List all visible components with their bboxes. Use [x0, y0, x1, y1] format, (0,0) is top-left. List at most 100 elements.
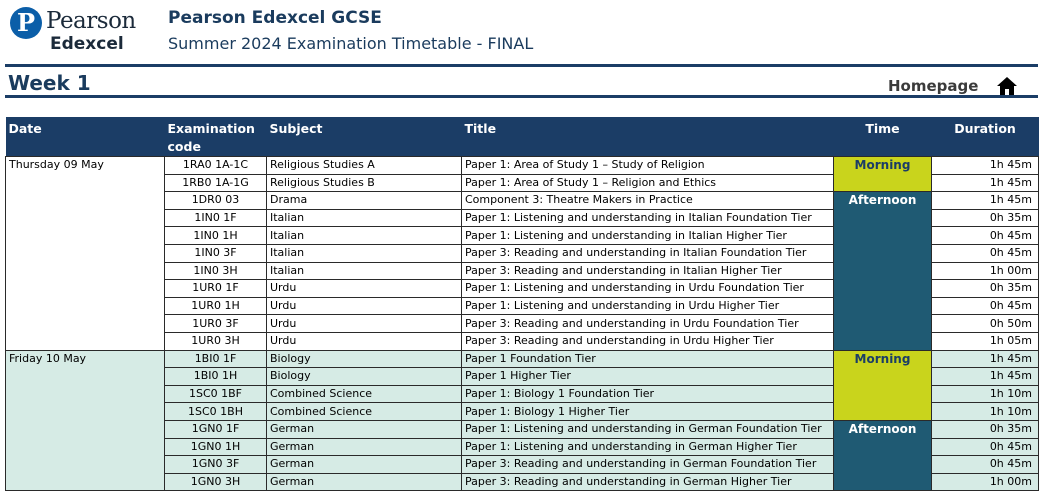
- title-cell: Paper 1: Listening and understanding in …: [461, 279, 834, 298]
- logo-text-edexcel: Edexcel: [50, 34, 124, 54]
- table-row: 1IN0 1F Italian Paper 1: Listening and und…: [6, 208, 1039, 228]
- exam-code-cell: 1GN0 1H: [164, 437, 267, 457]
- subject-cell: Religious Studies A: [266, 156, 462, 175]
- time-session-morning: Morning: [833, 155, 932, 193]
- pearson-logo: P Pearson Edexcel: [10, 5, 136, 54]
- exam-code-cell: 1IN0 3F: [164, 243, 267, 263]
- duration-cell: 0h 35m: [931, 419, 1039, 439]
- exam-code-cell: 1UR0 3F: [164, 314, 267, 333]
- title-cell: Paper 3: Reading and understanding in It…: [461, 243, 834, 263]
- timetable: Date Examination code Subject Title Time…: [5, 117, 1039, 492]
- exam-code-cell: 1GN0 3H: [164, 472, 267, 492]
- subject-cell: Urdu: [266, 314, 462, 333]
- exam-code-cell: 1IN0 3H: [164, 261, 267, 281]
- table-row: 1GN0 3H German Paper 3: Reading and unders…: [6, 472, 1039, 492]
- header-title: Title: [461, 117, 834, 157]
- subject-cell: German: [266, 437, 462, 457]
- duration-cell: 0h 45m: [931, 243, 1039, 263]
- exam-code-cell: 1GN0 1F: [164, 419, 267, 439]
- duration-cell: 1h 00m: [931, 261, 1039, 281]
- duration-cell: 0h 50m: [931, 314, 1039, 333]
- header-time: Time: [833, 117, 932, 157]
- exam-code-cell: 1DR0 03: [164, 191, 267, 210]
- logo-text-pearson: Pearson: [46, 8, 136, 34]
- duration-cell: 0h 45m: [931, 226, 1039, 245]
- table-row: 1RB0 1A-1G Religious Studies B Paper 1: Ar…: [6, 173, 1039, 193]
- title-cell: Paper 1: Area of Study 1 – Religion and …: [461, 173, 834, 193]
- subject-cell: German: [266, 455, 462, 474]
- duration-cell: 0h 45m: [931, 455, 1039, 474]
- subject-cell: Italian: [266, 208, 462, 228]
- subject-cell: German: [266, 472, 462, 492]
- exam-code-cell: 1GN0 3F: [164, 455, 267, 474]
- date-cell: Thursday 09 May: [5, 156, 165, 351]
- title-cell: Paper 1: Biology 1 Foundation Tier: [461, 384, 834, 404]
- table-row: 1IN0 3F Italian Paper 3: Reading and under…: [6, 243, 1039, 263]
- title-cell: Paper 1 Higher Tier: [461, 367, 834, 386]
- exam-code-cell: 1UR0 3H: [164, 331, 267, 351]
- title-cell: Paper 3: Reading and understanding in Ge…: [461, 472, 834, 492]
- subject-cell: Italian: [266, 243, 462, 263]
- title-cell: Paper 1: Area of Study 1 – Study of Reli…: [461, 156, 834, 175]
- exam-code-cell: 1IN0 1F: [164, 208, 267, 228]
- table-header-row: Date Examination code Subject Title Time…: [5, 117, 1039, 157]
- table-row: 1GN0 1H German Paper 1: Listening and unde…: [6, 437, 1039, 457]
- subject-cell: Drama: [266, 191, 462, 210]
- time-session-morning: Morning: [833, 349, 932, 421]
- duration-cell: 0h 45m: [931, 296, 1039, 316]
- time-session-afternoon: Afternoon: [833, 419, 932, 492]
- date-cell: Friday 10 May: [5, 349, 165, 492]
- homepage-link[interactable]: Homepage: [888, 77, 979, 95]
- header-subject: Subject: [266, 117, 462, 157]
- title-cell: Paper 3: Reading and understanding in Ur…: [461, 331, 834, 351]
- exam-code-cell: 1RA0 1A-1C: [164, 156, 267, 175]
- header-code-line2: code: [167, 139, 201, 154]
- title-cell: Paper 3: Reading and understanding in Ge…: [461, 455, 834, 474]
- title-cell: Paper 1 Foundation Tier: [461, 349, 834, 369]
- week-heading: Week 1: [8, 71, 91, 95]
- subject-cell: Urdu: [266, 331, 462, 351]
- subject-cell: Combined Science: [266, 384, 462, 404]
- timetable-body: Thursday 09 May 1RA0 1A-1C Religious Studi…: [5, 155, 1039, 492]
- subject-cell: Italian: [266, 226, 462, 245]
- subject-cell: Urdu: [266, 279, 462, 298]
- title-cell: Paper 1: Listening and understanding in …: [461, 437, 834, 457]
- section-rule: [5, 95, 1038, 98]
- table-row: 1GN0 3F German Paper 3: Reading and unders…: [6, 455, 1039, 474]
- title-cell: Paper 1: Listening and understanding in …: [461, 208, 834, 228]
- title-cell: Paper 1: Listening and understanding in …: [461, 226, 834, 245]
- duration-cell: 1h 45m: [931, 173, 1039, 193]
- exam-code-cell: 1BI0 1H: [164, 367, 267, 386]
- title-cell: Paper 1: Listening and understanding in …: [461, 419, 834, 439]
- duration-cell: 0h 35m: [931, 208, 1039, 228]
- exam-code-cell: 1IN0 1H: [164, 226, 267, 245]
- subject-cell: German: [266, 419, 462, 439]
- table-row: Friday 10 May 1BI0 1F Biology Paper 1 Found…: [5, 349, 1039, 492]
- subject-cell: Italian: [266, 261, 462, 281]
- subject-cell: Urdu: [266, 296, 462, 316]
- header-date: Date: [5, 117, 165, 157]
- duration-cell: 1h 10m: [931, 402, 1039, 421]
- table-row: 1UR0 3F Urdu Paper 3: Reading and understa…: [6, 314, 1039, 333]
- title-cell: Paper 3: Reading and understanding in It…: [461, 261, 834, 281]
- title-cell: Paper 3: Reading and understanding in Ur…: [461, 314, 834, 333]
- exam-code-cell: 1BI0 1F: [164, 349, 267, 369]
- header-code-line1: Examination: [167, 121, 255, 136]
- exam-code-cell: 1RB0 1A-1G: [164, 173, 267, 193]
- duration-cell: 1h 45m: [931, 156, 1039, 175]
- duration-cell: 1h 45m: [931, 349, 1039, 369]
- header-duration: Duration: [931, 117, 1039, 157]
- duration-cell: 1h 05m: [931, 331, 1039, 351]
- duration-cell: 1h 00m: [931, 472, 1039, 492]
- time-session-afternoon: Afternoon: [833, 191, 932, 351]
- home-icon[interactable]: [996, 76, 1018, 96]
- duration-cell: 1h 45m: [931, 191, 1039, 210]
- header-exam-code: Examination code: [164, 117, 267, 157]
- title-cell: Paper 1: Biology 1 Higher Tier: [461, 402, 834, 421]
- document-title: Pearson Edexcel GCSE: [168, 8, 382, 28]
- subject-cell: Combined Science: [266, 402, 462, 421]
- document-subtitle: Summer 2024 Examination Timetable - FINA…: [168, 34, 534, 53]
- duration-cell: 0h 45m: [931, 437, 1039, 457]
- table-row: Thursday 09 May 1RA0 1A-1C Religious Studi…: [5, 155, 1039, 351]
- subject-cell: Biology: [266, 349, 462, 369]
